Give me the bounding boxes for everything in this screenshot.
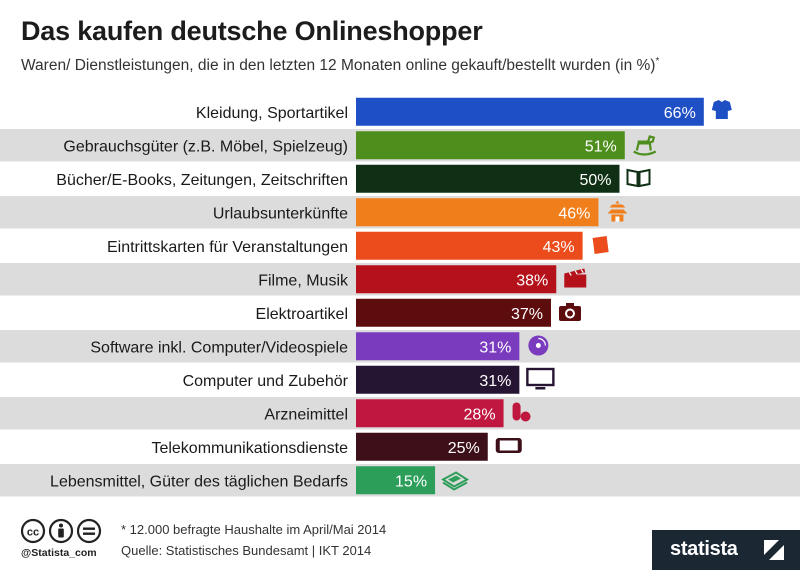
category-label: Filme, Musik [258, 272, 349, 289]
category-label: Arzneimittel [264, 406, 348, 423]
monitor-icon [527, 369, 553, 390]
value-label: 46% [558, 205, 590, 222]
category-label: Bücher/E-Books, Zeitungen, Zeitschriften [56, 172, 348, 189]
value-label: 15% [395, 473, 427, 490]
statista-handle: @Statista_com [21, 547, 97, 559]
value-label: 31% [479, 373, 511, 390]
subtitle-text: Waren/ Dienstleistungen, die in den letz… [21, 57, 655, 74]
value-label: 43% [543, 239, 575, 256]
statista-logo-icon [764, 540, 784, 560]
category-label: Lebensmittel, Güter des täglichen Bedarf… [50, 473, 348, 490]
book-icon [628, 170, 650, 186]
license-icons: cc [21, 518, 103, 544]
shirt-icon [712, 100, 732, 119]
camera-icon [559, 303, 581, 321]
category-label: Kleidung, Sportartikel [196, 105, 348, 122]
value-label: 37% [511, 306, 543, 323]
category-label: Software inkl. Computer/Videospiele [90, 339, 348, 356]
value-label: 51% [585, 138, 617, 155]
category-label: Elektroartikel [256, 306, 348, 323]
value-label: 31% [479, 339, 511, 356]
chart-subtitle: Waren/ Dienstleistungen, die in den letz… [21, 56, 659, 75]
attribution-icon [50, 520, 72, 542]
statista-brand[interactable]: statista [652, 530, 800, 570]
category-label: Eintrittskarten für Veranstaltungen [107, 239, 348, 256]
chart-title: Das kaufen deutsche Onlineshopper [21, 16, 483, 47]
value-label: 28% [464, 406, 496, 423]
phone-icon [496, 438, 522, 453]
brand-name: statista [670, 538, 738, 561]
category-label: Gebrauchsgüter (z.B. Möbel, Spielzeug) [63, 138, 348, 155]
subtitle-footnote-mark: * [655, 56, 659, 67]
value-label: 38% [516, 272, 548, 289]
creative-commons-icon: cc [22, 520, 44, 542]
disc-icon [528, 336, 548, 356]
source-note: Quelle: Statistisches Bundesamt | IKT 20… [121, 543, 371, 558]
category-label: Urlaubsunterkünfte [213, 205, 348, 222]
value-label: 66% [664, 105, 696, 122]
bar-chart: Kleidung, Sportartikel 66% Gebrauchsgüter … [0, 90, 800, 500]
svg-text:cc: cc [27, 527, 39, 539]
value-label: 25% [448, 440, 480, 457]
no-derivatives-icon [78, 520, 100, 542]
bar [356, 98, 704, 126]
category-label: Computer und Zubehör [183, 373, 349, 390]
category-label: Telekommunikationsdienste [151, 440, 348, 457]
footnote: * 12.000 befragte Haushalte im April/Mai… [121, 522, 386, 537]
ticket-icon [593, 236, 609, 254]
value-label: 50% [579, 172, 611, 189]
